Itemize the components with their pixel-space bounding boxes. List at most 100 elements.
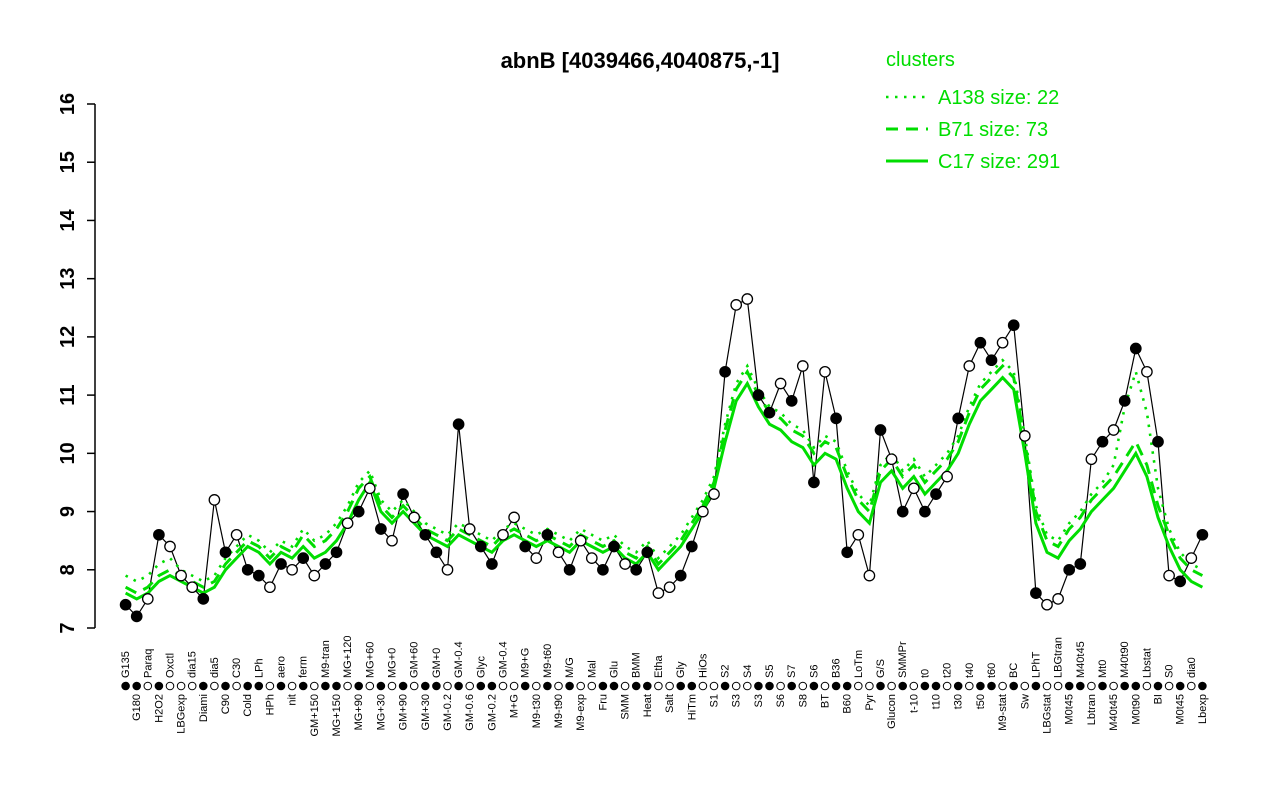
data-point [1163,569,1175,582]
x-axis-label: dia5 [209,657,221,678]
data-point [208,494,221,506]
x-axis-label: MG+0 [387,648,399,678]
data-point [841,546,854,559]
axis-marker [154,681,164,691]
x-axis-label: HiOs [697,653,709,678]
data-point [241,563,254,576]
axis-marker [1198,681,1207,691]
data-point [264,581,276,594]
data-point [930,488,942,500]
axis-marker [631,681,641,691]
x-axis-label: Etha [653,654,665,678]
axis-marker [598,681,608,691]
axis-marker [620,681,630,691]
data-point [785,395,798,407]
x-axis-label: S6 [775,694,787,707]
data-point [1041,598,1053,611]
axis-marker [543,681,552,691]
x-axis-label: GM-0.6 [464,694,476,731]
data-point [1096,435,1109,448]
data-point [219,546,232,559]
axis-marker [454,681,463,691]
axis-marker [931,681,941,691]
x-axis-label: t10 [931,694,943,709]
axis-marker [987,681,996,691]
axis-marker [965,681,974,691]
x-axis-label: t0 [919,669,931,678]
data-point [641,546,654,559]
axis-marker [765,681,774,691]
x-axis-label: GM+0 [431,648,443,678]
axis-marker [1020,681,1030,691]
cluster-line-dashed [124,363,1204,595]
axis-marker [443,681,452,691]
data-point [597,563,609,576]
x-axis-label: S6 [808,665,820,678]
data-point [730,299,743,311]
data-point [674,569,687,582]
data-point [1018,430,1031,442]
x-axis-label: M40t90 [1119,641,1131,678]
x-axis-label: HiTm [686,694,698,720]
x-axis-label: MG+120 [342,636,354,679]
axis-marker [1009,681,1019,691]
data-point [852,528,865,541]
x-axis-label: ferm [298,656,310,678]
legend-label-c17: C17 size: 291 [938,151,1060,173]
x-axis-label: C30 [231,658,243,678]
legend-heading: clusters [886,49,955,71]
x-axis-label: LBGexp [176,694,188,734]
y-tick-label: 9 [57,506,79,517]
y-tick-label: 16 [57,93,79,115]
x-axis-label: S5 [764,665,776,678]
data-point [697,505,709,518]
x-axis-label: t40 [964,663,976,678]
data-point [808,476,820,489]
axis-marker [854,681,863,691]
axis-marker [609,681,619,691]
data-point [608,540,620,553]
axis-marker [432,681,441,691]
axis-marker [1098,681,1107,691]
x-axis-label: S1 [709,694,721,707]
x-axis-label: G135 [120,651,132,678]
x-axis-label: Salt [664,694,676,713]
axis-marker [265,681,275,691]
axis-marker [332,681,341,691]
x-axis-label: M9-stat [997,694,1009,731]
axis-marker [687,681,697,691]
data-point [763,406,776,419]
y-tick-label: 11 [57,385,79,406]
x-axis-label: Glyc [475,656,487,679]
x-axis-label: Mt0 [1097,660,1109,678]
axis-marker [532,681,541,691]
axis-marker [809,681,819,691]
x-axis-label: nit [287,694,299,706]
legend-label-b71: B71 size: 73 [938,119,1048,141]
x-axis-label: dia15 [187,651,199,678]
axis-marker [165,681,175,691]
axis-marker [842,681,852,691]
x-axis-label: S2 [720,665,732,678]
axis-marker [1187,681,1196,691]
data-point [452,418,465,431]
axis-marker [720,681,730,691]
data-point [164,540,176,553]
data-point [919,505,931,518]
axis-marker [1042,681,1052,691]
data-point [175,569,187,582]
axis-marker [1131,681,1141,691]
x-axis-label: G/S [875,659,887,678]
axis-marker [887,681,896,691]
x-axis-label: M+G [509,694,521,718]
x-axis-label: SMMPr [897,641,909,678]
data-point [863,569,876,582]
axis-marker [731,681,741,691]
data-point [907,482,920,495]
data-point [341,517,354,530]
data-point [153,528,165,541]
x-axis-label: Paraq [142,649,154,678]
x-axis-label: LoTm [853,650,865,678]
